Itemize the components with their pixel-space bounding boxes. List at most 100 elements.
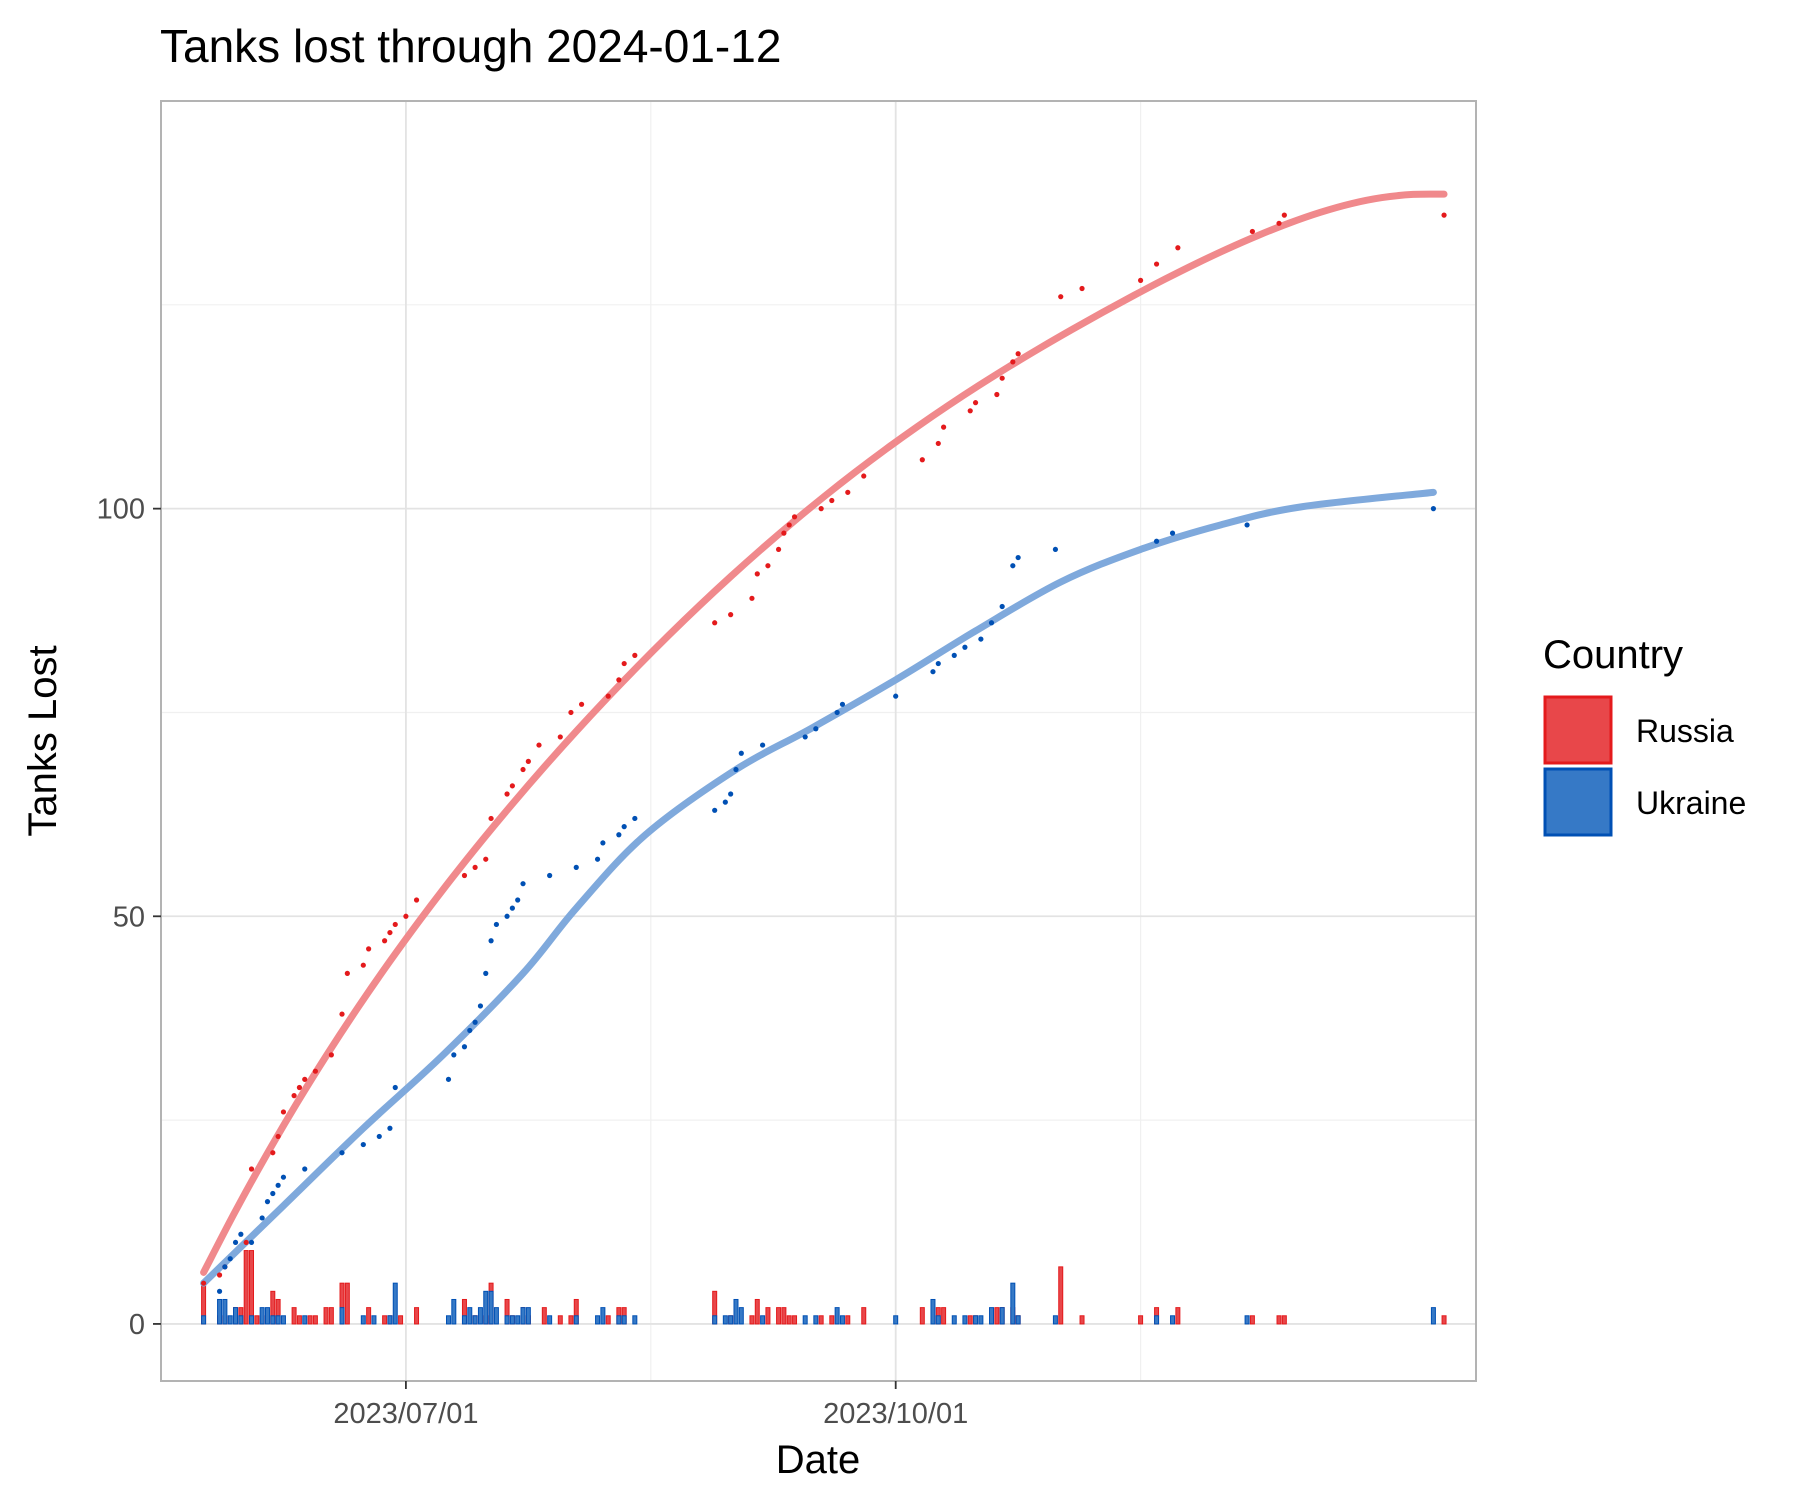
bar-russia [776,1307,782,1325]
y-axis: 0 50 100 [97,494,161,1341]
point-russia [919,457,925,463]
bar-russia [541,1307,547,1325]
x-tick-label: 2023/07/01 [333,1398,478,1430]
point-ukraine [547,872,553,879]
point-russia [461,872,468,879]
bar-ukraine [728,1315,734,1325]
bar-ukraine [509,1315,515,1325]
point-ukraine [1015,554,1021,561]
point-russia [935,440,941,447]
point-ukraine [264,1199,271,1205]
bar-ukraine [515,1315,521,1325]
bar-ukraine [217,1298,223,1325]
bar-russia [243,1250,249,1325]
bar-russia [344,1282,350,1325]
point-ukraine [951,652,957,658]
point-russia [344,970,350,976]
point-russia [216,1272,223,1278]
point-ukraine [376,1133,382,1140]
point-russia [509,783,515,789]
x-axis-title: Date [776,1438,861,1482]
bar-ukraine [201,1315,207,1325]
point-russia [749,595,755,601]
bar-ukraine [392,1282,398,1325]
point-ukraine [1244,522,1250,528]
point-ukraine [834,709,840,716]
point-ukraine [600,840,606,846]
bar-ukraine [616,1315,622,1325]
point-ukraine [227,1256,233,1262]
point-ukraine [467,1027,473,1034]
trend-line-ukraine [200,488,1437,1287]
point-russia [1441,212,1447,218]
point-ukraine [259,1215,265,1221]
point-russia [972,400,979,406]
bar-ukraine [504,1315,510,1325]
point-ukraine [493,921,500,928]
point-russia [786,522,792,528]
bar-russia [1175,1307,1181,1325]
bar-russia [296,1315,302,1325]
bar-russia [749,1315,755,1325]
point-russia [536,742,542,748]
bar-ukraine [477,1307,483,1325]
point-ukraine [461,1044,468,1050]
bar-ukraine [483,1290,489,1325]
point-russia [605,693,611,699]
point-russia [861,473,867,479]
point-russia [366,946,372,952]
point-russia [818,506,824,512]
point-russia [1281,212,1287,218]
point-ukraine [222,1264,228,1270]
chart-title: Tanks lost through 2024-01-12 [160,20,781,72]
point-ukraine [1169,530,1176,536]
bar-russia [291,1307,297,1325]
bar-russia [786,1315,792,1325]
point-russia [200,1280,207,1286]
point-ukraine [392,1084,398,1091]
bar-russia [323,1307,329,1325]
bar-russia [568,1315,574,1325]
point-russia [1153,261,1160,267]
bar-ukraine [222,1298,228,1325]
legend-label-ukraine: Ukraine [1636,785,1746,821]
bar-russia [398,1315,404,1325]
bar-ukraine [547,1315,553,1325]
point-ukraine [238,1231,244,1237]
point-russia [382,938,388,944]
bar-ukraine [451,1298,457,1325]
bar-ukraine [802,1315,808,1325]
point-ukraine [839,701,846,707]
point-ukraine [988,620,995,626]
bar-ukraine [339,1307,345,1325]
point-russia [280,1109,287,1115]
point-ukraine [594,856,601,862]
point-ukraine [930,669,936,675]
bar-russia [781,1307,787,1325]
bar-russia [765,1307,771,1325]
point-russia [520,766,526,773]
bar-ukraine [270,1315,276,1325]
bar-russia [366,1307,372,1325]
bar-russia [1079,1315,1085,1325]
bar-ukraine [632,1315,638,1325]
bar-russia [829,1315,835,1325]
bar-ukraine [302,1315,308,1325]
point-russia [302,1076,308,1082]
bar-ukraine [259,1307,265,1325]
bar-ukraine [1010,1282,1016,1325]
y-axis-title: Tanks Lost [21,645,65,836]
bar-ukraine [1430,1307,1436,1325]
bar-ukraine [1154,1315,1160,1325]
bar-russia [919,1307,925,1325]
bar-russia [754,1298,760,1325]
point-ukraine [280,1174,287,1180]
point-russia [483,856,489,862]
y-tick-label: 100 [97,494,145,526]
point-russia [296,1084,303,1091]
point-russia [1137,277,1144,283]
point-ukraine [1153,538,1160,544]
y-tick-label: 50 [113,901,145,933]
bar-russia [994,1307,1000,1325]
